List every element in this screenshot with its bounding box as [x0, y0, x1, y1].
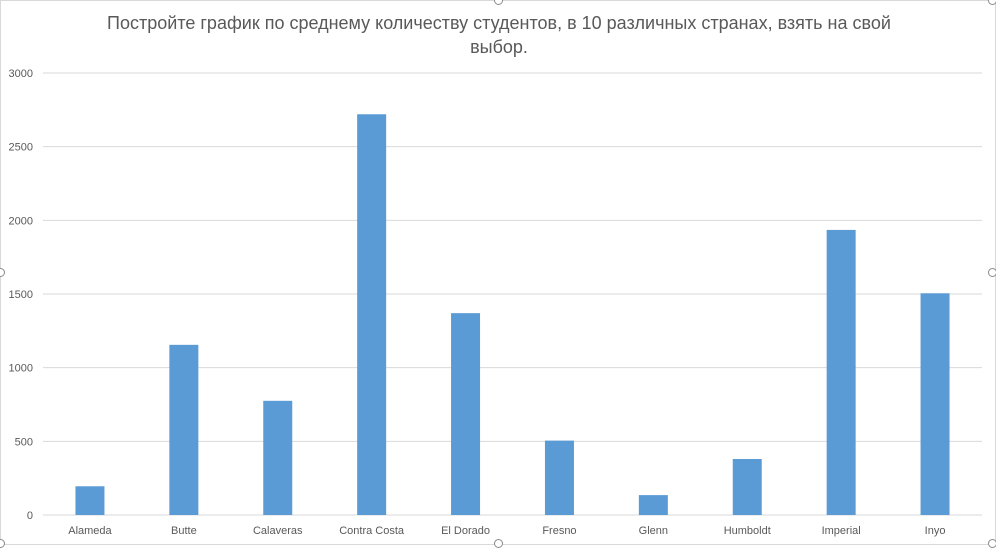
bar[interactable]	[826, 229, 856, 515]
x-tick-label: Inyo	[925, 525, 946, 537]
x-tick-label: Fresno	[542, 525, 576, 537]
x-tick-label: Calaveras	[253, 525, 303, 537]
y-tick-label: 1000	[9, 363, 33, 375]
resize-handle-right[interactable]	[988, 268, 996, 277]
bar[interactable]	[732, 459, 762, 515]
chart-title: Постройте график по среднему количеству …	[107, 13, 891, 57]
y-tick-label: 0	[27, 510, 33, 522]
resize-handle-left[interactable]	[0, 268, 5, 277]
y-tick-label: 3000	[9, 68, 33, 80]
x-tick-label: Imperial	[822, 525, 861, 537]
y-tick-label: 1500	[9, 289, 33, 301]
resize-handle-bottom-right[interactable]	[988, 539, 996, 548]
resize-handle-top-right[interactable]	[988, 0, 996, 5]
x-tick-label: El Dorado	[441, 525, 490, 537]
x-tick-label: Humboldt	[724, 525, 771, 537]
y-tick-label: 2500	[9, 142, 33, 154]
resize-handle-top[interactable]	[494, 0, 503, 5]
x-tick-label: Contra Costa	[339, 525, 405, 537]
bar[interactable]	[920, 293, 950, 515]
y-tick-label: 500	[15, 436, 33, 448]
resize-handle-bottom-left[interactable]	[0, 539, 5, 548]
bar[interactable]	[451, 313, 481, 515]
bar[interactable]	[357, 114, 387, 516]
resize-handle-bottom[interactable]	[494, 539, 503, 548]
bar[interactable]	[169, 344, 199, 515]
x-tick-label: Alameda	[68, 525, 112, 537]
bar[interactable]	[263, 400, 293, 515]
y-tick-label: 2000	[9, 215, 33, 227]
bar[interactable]	[544, 440, 574, 515]
bar[interactable]	[75, 486, 105, 515]
x-tick-label: Glenn	[639, 525, 668, 537]
x-tick-label: Butte	[171, 525, 197, 537]
bar[interactable]	[638, 495, 668, 515]
